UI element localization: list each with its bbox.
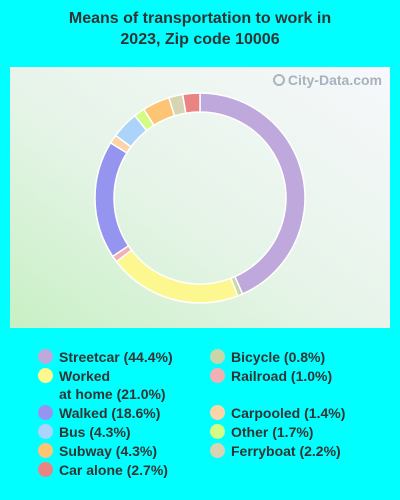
chart-title: Means of transportation to work in 2023,… bbox=[0, 8, 400, 50]
legend-label-railroad: Railroad (1.0%) bbox=[231, 368, 333, 384]
legend-item-bicycle: Bicycle (0.8%) bbox=[210, 348, 325, 366]
chart-title-line-2: 2023, Zip code 10006 bbox=[120, 31, 280, 48]
legend-label-worked-at-home: Worked at home (21.0%) bbox=[59, 367, 166, 403]
legend-item-railroad: Railroad (1.0%) bbox=[210, 367, 332, 385]
legend-item-carpooled: Carpooled (1.4%) bbox=[210, 404, 345, 422]
legend-label-subway: Subway (4.3%) bbox=[59, 443, 158, 459]
legend-item-walked: Walked (18.6%) bbox=[38, 404, 160, 422]
legend-swatch-bus bbox=[38, 424, 53, 439]
legend-label-bus: Bus (4.3%) bbox=[59, 424, 131, 440]
donut-slice-walked bbox=[94, 141, 130, 258]
donut-slice-worked-at-home bbox=[115, 249, 239, 304]
chart-title-line-1: Means of transportation to work in bbox=[68, 10, 332, 27]
legend-item-bus: Bus (4.3%) bbox=[38, 423, 131, 441]
legend-label-car-alone: Car alone (2.7%) bbox=[59, 462, 168, 478]
legend-label-ferryboat: Ferryboat (2.2%) bbox=[231, 443, 341, 459]
legend-label-worked-at-home-line-1: Worked bbox=[59, 368, 111, 384]
legend-swatch-other bbox=[210, 424, 225, 439]
magnifier-icon bbox=[272, 74, 285, 86]
watermark-text: City-Data.com bbox=[287, 72, 382, 88]
legend-label-walked: Walked (18.6%) bbox=[59, 405, 161, 421]
watermark: City-Data.com bbox=[272, 72, 382, 88]
legend-swatch-bicycle bbox=[210, 349, 225, 364]
legend-swatch-railroad bbox=[210, 368, 225, 383]
legend-swatch-subway bbox=[38, 443, 53, 458]
legend-swatch-walked bbox=[38, 405, 53, 420]
legend-item-ferryboat: Ferryboat (2.2%) bbox=[210, 442, 341, 460]
legend-item-streetcar: Streetcar (44.4%) bbox=[38, 348, 173, 366]
chart-legend: Streetcar (44.4%) Worked at home (21.0%)… bbox=[0, 348, 400, 488]
legend-label-other: Other (1.7%) bbox=[231, 424, 314, 440]
legend-item-worked-at-home: Worked at home (21.0%) bbox=[38, 367, 166, 403]
donut-slice-streetcar bbox=[199, 92, 306, 295]
legend-swatch-car-alone bbox=[38, 462, 53, 477]
legend-swatch-carpooled bbox=[210, 405, 225, 420]
legend-swatch-worked-at-home bbox=[38, 368, 53, 383]
legend-swatch-ferryboat bbox=[210, 443, 225, 458]
donut-slice-car-alone bbox=[181, 92, 201, 115]
legend-item-subway: Subway (4.3%) bbox=[38, 442, 157, 460]
legend-label-bicycle: Bicycle (0.8%) bbox=[231, 349, 326, 365]
legend-item-car-alone: Car alone (2.7%) bbox=[38, 461, 168, 479]
legend-label-streetcar: Streetcar (44.4%) bbox=[59, 349, 173, 365]
legend-label-carpooled: Carpooled (1.4%) bbox=[231, 405, 346, 421]
legend-item-other: Other (1.7%) bbox=[210, 423, 313, 441]
legend-swatch-streetcar bbox=[38, 349, 53, 364]
legend-label-worked-at-home-line-2: at home (21.0%) bbox=[59, 386, 166, 402]
